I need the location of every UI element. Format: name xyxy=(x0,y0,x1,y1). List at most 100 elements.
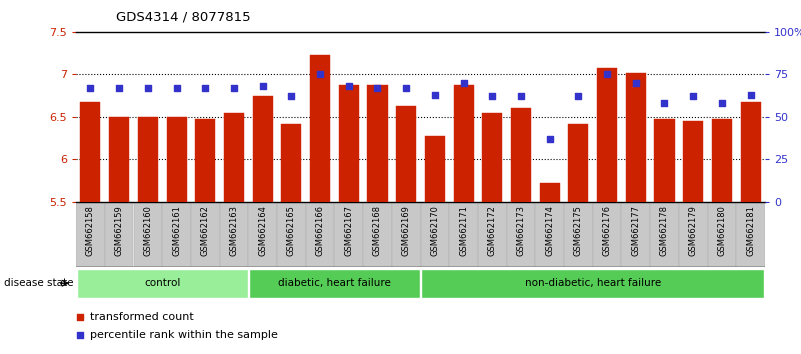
Text: GSM662166: GSM662166 xyxy=(316,205,324,256)
Bar xyxy=(478,202,506,267)
Point xyxy=(74,314,87,320)
Bar xyxy=(310,55,330,202)
Text: GSM662158: GSM662158 xyxy=(86,205,95,256)
Bar xyxy=(540,183,560,202)
Bar xyxy=(191,202,219,267)
Point xyxy=(486,93,499,99)
Text: GSM662164: GSM662164 xyxy=(258,205,268,256)
Bar xyxy=(76,202,105,267)
Text: diabetic, heart failure: diabetic, heart failure xyxy=(278,278,391,287)
Bar xyxy=(453,85,473,202)
Point xyxy=(227,85,240,91)
Bar xyxy=(683,121,703,202)
Bar xyxy=(392,202,421,267)
Point xyxy=(601,72,614,77)
Point xyxy=(429,92,441,98)
Point xyxy=(74,332,87,337)
Point xyxy=(457,80,470,86)
Bar xyxy=(535,202,564,267)
Bar xyxy=(597,68,617,202)
Point xyxy=(84,85,97,91)
Text: disease state: disease state xyxy=(4,278,74,288)
Bar xyxy=(425,136,445,202)
Point xyxy=(543,136,556,142)
Point xyxy=(715,101,728,106)
Bar xyxy=(363,202,392,267)
Point xyxy=(199,85,211,91)
Text: GSM662175: GSM662175 xyxy=(574,205,583,256)
Text: GSM662180: GSM662180 xyxy=(718,205,727,256)
Bar xyxy=(368,85,388,202)
Point xyxy=(744,92,757,98)
Bar xyxy=(650,202,678,267)
Bar xyxy=(421,269,764,297)
Point xyxy=(314,72,327,77)
Point xyxy=(630,80,642,86)
Text: GSM662163: GSM662163 xyxy=(229,205,239,256)
Text: GSM662176: GSM662176 xyxy=(602,205,612,256)
Text: GSM662170: GSM662170 xyxy=(430,205,440,256)
Bar xyxy=(219,202,248,267)
Point xyxy=(285,93,298,99)
Text: GSM662174: GSM662174 xyxy=(545,205,554,256)
Bar xyxy=(252,96,272,202)
Bar xyxy=(80,102,100,202)
Point xyxy=(514,93,527,99)
Bar xyxy=(109,117,129,202)
Point xyxy=(658,101,671,106)
Bar xyxy=(564,202,593,267)
Bar xyxy=(741,102,761,202)
Bar xyxy=(281,124,301,202)
Point xyxy=(400,85,413,91)
Text: GSM662172: GSM662172 xyxy=(488,205,497,256)
Bar xyxy=(334,202,363,267)
Bar xyxy=(736,202,765,267)
Text: GSM662181: GSM662181 xyxy=(746,205,755,256)
Text: GDS4314 / 8077815: GDS4314 / 8077815 xyxy=(116,11,251,24)
Point xyxy=(371,85,384,91)
Text: GSM662165: GSM662165 xyxy=(287,205,296,256)
Text: GSM662171: GSM662171 xyxy=(459,205,468,256)
Bar xyxy=(506,202,535,267)
Point xyxy=(170,85,183,91)
Text: GSM662168: GSM662168 xyxy=(373,205,382,256)
Bar xyxy=(511,108,531,202)
Bar xyxy=(167,117,187,202)
Text: GSM662173: GSM662173 xyxy=(517,205,525,256)
Text: GSM662161: GSM662161 xyxy=(172,205,181,256)
Bar xyxy=(277,202,306,267)
Bar xyxy=(626,73,646,202)
Point xyxy=(686,93,699,99)
Bar xyxy=(339,85,359,202)
Bar xyxy=(396,106,417,202)
Bar xyxy=(707,202,736,267)
Text: GSM662160: GSM662160 xyxy=(143,205,152,256)
Point xyxy=(142,85,155,91)
Bar xyxy=(654,119,674,202)
Bar xyxy=(622,202,650,267)
Text: GSM662169: GSM662169 xyxy=(401,205,411,256)
Bar xyxy=(134,202,162,267)
Point xyxy=(572,93,585,99)
Text: GSM662162: GSM662162 xyxy=(201,205,210,256)
Bar xyxy=(482,113,502,202)
Text: GSM662178: GSM662178 xyxy=(660,205,669,256)
Bar xyxy=(77,269,248,297)
Text: non-diabetic, heart failure: non-diabetic, heart failure xyxy=(525,278,661,287)
Bar xyxy=(249,269,420,297)
Bar xyxy=(306,202,334,267)
Text: GSM662159: GSM662159 xyxy=(115,205,123,256)
Point xyxy=(342,84,355,89)
Text: GSM662179: GSM662179 xyxy=(689,205,698,256)
Bar xyxy=(138,117,158,202)
Bar xyxy=(569,124,589,202)
Bar xyxy=(712,119,732,202)
Bar xyxy=(421,202,449,267)
Bar xyxy=(449,202,478,267)
Bar xyxy=(195,119,215,202)
Bar xyxy=(248,202,277,267)
Point xyxy=(256,84,269,89)
Bar xyxy=(224,113,244,202)
Text: transformed count: transformed count xyxy=(90,312,194,322)
Bar xyxy=(678,202,707,267)
